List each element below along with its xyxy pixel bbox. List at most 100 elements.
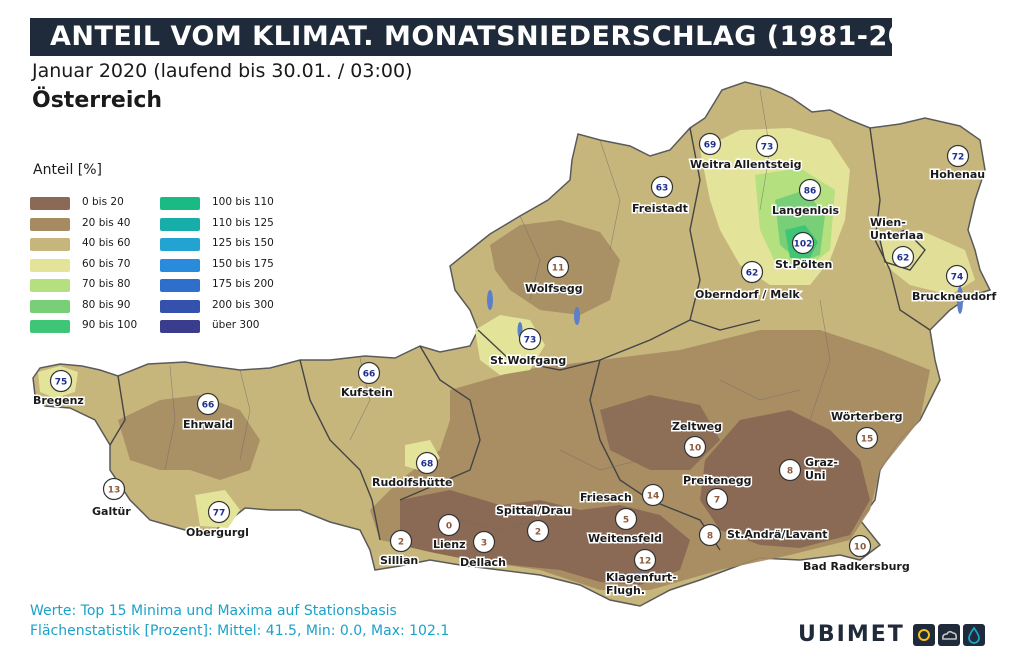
station-marker: 62 Wien-Unterlaa [869,215,925,269]
station-marker: 62 Oberndorf / Melk [694,260,802,303]
station-name: Spittal/Drau [496,504,571,517]
station-value: 68 [421,459,434,469]
station-name: Langenlois [772,204,840,217]
station-circle [855,426,879,450]
legend-label: 125 bis 150 [212,237,274,249]
station-circle [526,519,550,543]
station-circle [778,458,802,482]
station-name: Allentsteig [734,158,802,171]
legend-swatch [30,279,70,292]
station-marker: 10 Zeltweg [671,419,723,459]
station-marker: 12 Klagenfurt-Flugh. [605,548,678,599]
state-borders [109,127,931,551]
legend-title: Anteil [%] [33,162,103,178]
station-name: Friesach [580,491,632,504]
legend-label: 100 bis 110 [212,196,274,208]
station-name: Wörterberg [831,410,903,423]
station-marker: 75 Bregenz [32,369,85,409]
station-name: Wolfsegg [525,282,583,295]
legend-label: 20 bis 40 [82,216,131,229]
station-marker: 15 Wörterberg [830,409,904,450]
station-circle [357,361,381,385]
station-value: 11 [552,263,565,273]
cloud-icon [938,624,960,646]
station-marker: 102 St.Pölten [774,231,834,273]
station-marker: 8 St.Andrä/Lavant [698,523,829,547]
station-circle [698,523,722,547]
station-value: 12 [639,556,652,566]
legend-swatch [30,258,70,272]
station-circle [518,327,542,351]
station-name: Klagenfurt-Flugh. [606,571,677,597]
station-value: 3 [481,538,487,548]
map-subtitle: Januar 2020 (laufend bis 30.01. / 03:00) [32,60,413,82]
legend-label: über 300 [212,319,260,331]
legend-label: 70 bis 80 [82,278,131,290]
station-value: 75 [55,377,68,387]
station-circle [614,507,638,531]
station-circle [945,264,969,288]
station-value: 2 [398,537,404,547]
legend-label: 150 bis 175 [212,257,274,270]
legend-swatch [160,217,200,231]
sun-icon [913,624,935,646]
zone-20-40-west [118,395,260,480]
station-name: Lienz [433,538,465,551]
station-circle [683,435,707,459]
station-name: Preitenegg [683,474,751,487]
station-name: Dellach [460,556,506,569]
station-name: Freistadt [632,202,688,215]
legend-swatch [30,238,70,251]
legend-label: 60 bis 70 [82,257,131,270]
station-value: 13 [108,485,121,495]
station-value: 2 [535,527,541,537]
legend-swatch [30,320,70,333]
station-value: 63 [656,183,669,193]
station-name: Kufstein [341,386,393,399]
station-marker: 0 Lienz [432,513,467,553]
station-value: 14 [647,491,660,501]
station-marker: 69 Weitra [689,132,733,173]
station-circle [891,245,915,269]
station-marker: 2 Spittal/Drau [495,503,573,543]
station-value: 8 [707,531,713,541]
legend-label: 40 bis 60 [82,237,131,249]
station-value: 102 [794,239,813,249]
legend-swatch [160,299,200,313]
station-circle [389,529,413,553]
legend-label: 175 bis 200 [212,278,274,290]
station-marker: 8 Graz-Uni [778,455,839,484]
station-circle [650,175,674,199]
legend-swatch [160,279,200,292]
station-value: 86 [804,186,817,196]
station-circle [698,132,722,156]
station-value: 73 [761,142,774,152]
station-circle [641,483,665,507]
footer-area-statistics: Flächenstatistik [Prozent]: Mittel: 41.5… [30,623,450,639]
legend-swatch [160,238,200,251]
station-name: Weitensfeld [588,532,662,545]
station-value: 0 [446,521,452,531]
station-value: 74 [951,272,964,282]
station-marker: 73 Allentsteig [733,134,803,173]
station-name: St.Andrä/Lavant [727,528,828,541]
station-circle [798,178,822,202]
station-value: 72 [952,152,965,162]
station-name: Graz-Uni [805,456,838,482]
station-marker: 68 Rudolfshütte [371,451,454,491]
station-name: Ehrwald [183,418,233,431]
legend-swatch [30,299,70,313]
region-label: Österreich [32,88,163,113]
station-marker: 74 Bruckneudorf [911,264,998,305]
station-circle [415,451,439,475]
station-value: 62 [897,253,910,263]
station-name: Obergurgl [186,526,249,539]
page-title: ANTEIL VOM KLIMAT. MONATSNIEDERSCHLAG (1… [50,21,959,52]
legend-swatch [160,197,200,210]
station-circle [848,534,872,558]
station-value: 5 [623,515,629,525]
station-marker: 63 Freistadt [631,175,689,217]
station-circle [740,260,764,284]
station-circle [49,369,73,393]
station-marker: 73 St.Wolfgang [489,327,568,369]
